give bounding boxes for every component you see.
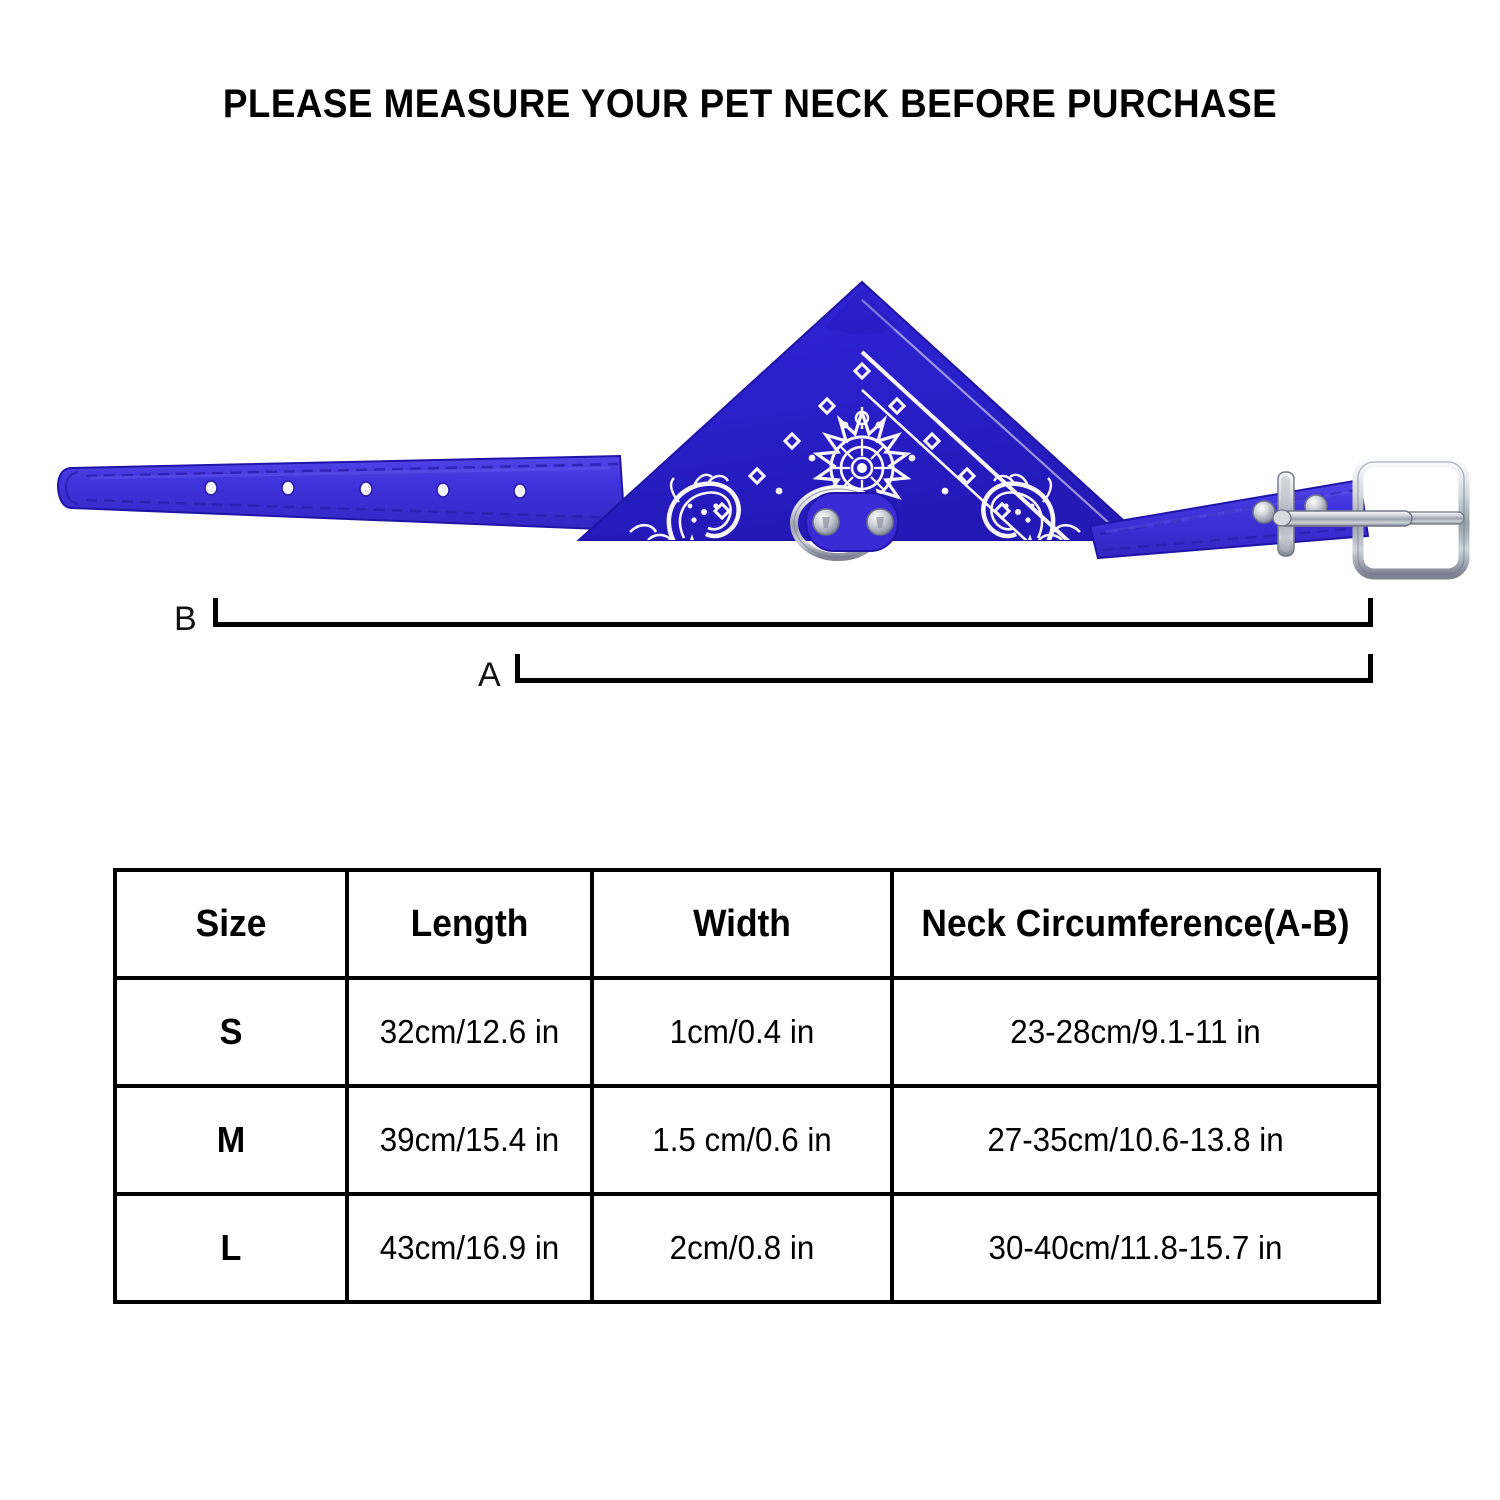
d-ring bbox=[790, 485, 899, 561]
cell-neck: 30-40cm/11.8-15.7 in bbox=[902, 1192, 1369, 1304]
table-row: M 39cm/15.4 in 1.5 cm/0.6 in 27-35cm/10.… bbox=[115, 1084, 1379, 1196]
cell-size: M bbox=[118, 1084, 344, 1196]
column-header-length: Length bbox=[353, 868, 586, 980]
table-row: S 32cm/12.6 in 1cm/0.4 in 23-28cm/9.1-11… bbox=[115, 976, 1379, 1088]
buckle-rivets bbox=[1252, 494, 1328, 524]
cell-length: 43cm/16.9 in bbox=[351, 1192, 588, 1304]
collar-svg bbox=[56, 280, 1470, 580]
collar-strap-left bbox=[56, 454, 627, 532]
cell-size: L bbox=[118, 1192, 344, 1304]
measure-tick-b-right bbox=[1368, 598, 1373, 626]
cell-size: S bbox=[118, 976, 344, 1088]
measure-tick-a-right bbox=[1368, 654, 1373, 682]
table-row: L 43cm/16.9 in 2cm/0.8 in 30-40cm/11.8-1… bbox=[115, 1192, 1379, 1304]
strap-holes bbox=[204, 480, 527, 499]
measure-label-b: B bbox=[174, 600, 197, 638]
measure-tick-a-left bbox=[515, 654, 520, 682]
cell-neck: 27-35cm/10.6-13.8 in bbox=[902, 1084, 1369, 1196]
measure-line-b bbox=[213, 622, 1373, 627]
cell-width: 1cm/0.4 in bbox=[597, 976, 887, 1088]
product-illustration bbox=[0, 240, 1500, 620]
column-header-neck: Neck Circumference(A-B) bbox=[907, 868, 1364, 980]
measurement-guides: B A bbox=[0, 560, 1500, 720]
measure-label-a: A bbox=[478, 656, 501, 694]
metal-buckle bbox=[1272, 456, 1470, 580]
cell-width: 2cm/0.8 in bbox=[597, 1192, 887, 1304]
page-title: PLEASE MEASURE YOUR PET NECK BEFORE PURC… bbox=[222, 82, 1278, 126]
cell-length: 39cm/15.4 in bbox=[351, 1084, 588, 1196]
measure-tick-b-left bbox=[213, 598, 218, 626]
cell-neck: 23-28cm/9.1-11 in bbox=[902, 976, 1369, 1088]
measure-line-a bbox=[515, 678, 1373, 683]
column-header-size: Size bbox=[121, 868, 341, 980]
cell-length: 32cm/12.6 in bbox=[351, 976, 588, 1088]
cell-width: 1.5 cm/0.6 in bbox=[597, 1084, 887, 1196]
table-header-row: Size Length Width Neck Circumference(A-B… bbox=[115, 868, 1379, 980]
column-header-width: Width bbox=[600, 868, 884, 980]
size-chart-table: Size Length Width Neck Circumference(A-B… bbox=[113, 868, 1381, 1304]
